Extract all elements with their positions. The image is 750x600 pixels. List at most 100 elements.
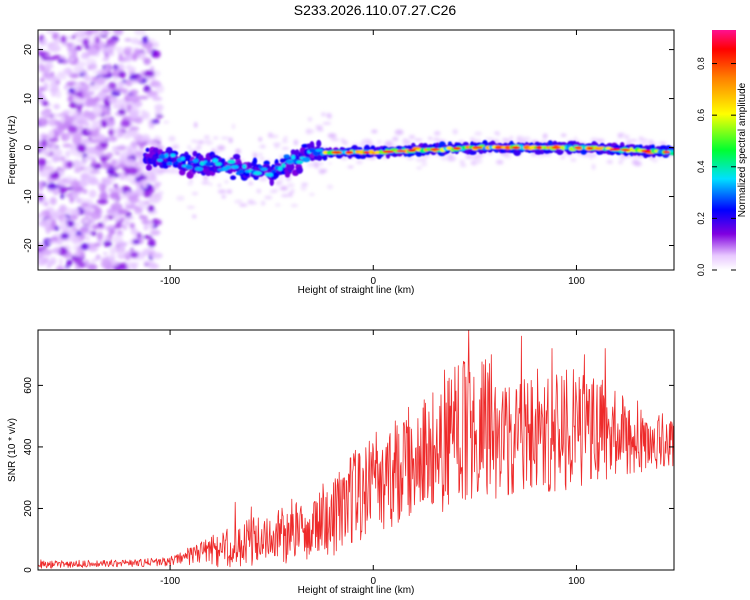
heatmap-cell — [256, 188, 262, 194]
heatmap-cell — [90, 231, 97, 236]
heatmap-cell — [152, 41, 159, 48]
heatmap-cell — [428, 136, 432, 140]
heatmap-cell — [139, 142, 144, 150]
colorbar-label: Normalized spectral amplitude — [737, 82, 748, 217]
heatmap-cell — [117, 164, 127, 168]
heatmap-cell — [123, 46, 133, 51]
heatmap-cell — [100, 218, 108, 224]
heatmap-cell — [38, 141, 41, 147]
heatmap-cell — [407, 149, 416, 152]
heatmap-cell — [203, 135, 210, 140]
heatmap-cell — [258, 145, 267, 149]
heatmap-cell — [66, 230, 77, 234]
heatmap-cell — [296, 160, 304, 164]
heatmap-cell — [139, 137, 149, 141]
heatmap-cell — [69, 236, 80, 241]
x-tick-label: -100 — [160, 576, 180, 587]
heatmap-cell — [101, 177, 108, 182]
heatmap-cell — [56, 124, 67, 132]
heatmap-cell — [308, 129, 315, 134]
heatmap-cell — [116, 230, 123, 235]
heatmap-cell — [88, 178, 100, 186]
heatmap-cell — [137, 200, 147, 209]
heatmap-cell — [76, 30, 83, 38]
heatmap-cell — [623, 134, 630, 139]
heatmap-cell — [363, 139, 370, 143]
heatmap-cell — [474, 154, 483, 158]
heatmap-cell — [143, 57, 151, 65]
heatmap-cell — [143, 70, 155, 78]
snr-y-label: SNR (10 * v/v) — [7, 418, 18, 482]
heatmap-cell — [477, 139, 482, 142]
heatmap-cell — [55, 90, 62, 99]
heatmap-cell — [42, 100, 49, 106]
heatmap-cell — [495, 159, 504, 165]
heatmap-cell — [274, 203, 281, 207]
heatmap-cell — [314, 163, 319, 169]
heatmap-cell — [43, 82, 49, 90]
heatmap-cell — [136, 232, 142, 239]
heatmap-cell — [396, 149, 406, 153]
heatmap-cell — [82, 188, 88, 195]
heatmap-cell — [309, 148, 317, 153]
heatmap-cell — [73, 258, 84, 265]
colorbar-tick-label: 0.8 — [696, 57, 706, 70]
heatmap-cell — [620, 148, 631, 152]
heatmap-cell — [118, 71, 127, 79]
heatmap-cell — [239, 203, 248, 207]
heatmap-cell — [124, 175, 133, 182]
heatmap-cell — [65, 150, 70, 158]
heatmap-cell — [142, 182, 147, 189]
heatmap-cell — [86, 91, 95, 96]
heatmap-cell — [126, 166, 139, 176]
heatmap-cell — [212, 158, 219, 163]
heatmap-cell — [85, 100, 98, 107]
heatmap-cell — [435, 142, 440, 148]
heatmap-cell — [38, 90, 43, 100]
heatmap-cell — [132, 239, 140, 245]
heatmap-cell — [147, 204, 155, 212]
heatmap-cell — [187, 182, 193, 186]
snr-panel: -100 0 100 0 200 400 600 Height of straight l… — [7, 329, 675, 596]
heatmap-cell — [587, 146, 594, 150]
heatmap-cell — [107, 255, 117, 259]
heatmap-cell — [38, 183, 44, 192]
heatmap-cell — [264, 195, 273, 200]
heatmap-cell — [39, 77, 45, 83]
heatmap-cell — [247, 162, 253, 168]
heatmap-cell — [269, 190, 278, 193]
y-tick-label: 20 — [23, 44, 34, 56]
heatmap-cell — [63, 84, 69, 91]
heatmap-cell — [141, 111, 150, 120]
heatmap-cell — [327, 113, 332, 119]
heatmap-cell — [117, 81, 125, 88]
heatmap-cell — [115, 189, 124, 193]
heatmap-cell — [282, 138, 287, 144]
heatmap-cell — [38, 67, 42, 72]
heatmap-cell — [85, 30, 93, 36]
heatmap-cell — [82, 38, 90, 46]
heatmap-cell — [281, 194, 290, 198]
heatmap-cell — [126, 95, 139, 101]
heatmap-cell — [279, 158, 286, 163]
heatmap-cell — [74, 45, 83, 51]
heatmap-cell — [66, 44, 74, 52]
heatmap-cell — [49, 197, 57, 206]
heatmap-cell — [60, 115, 65, 124]
heatmap-cell — [141, 109, 146, 114]
heatmap-cell — [274, 142, 280, 149]
y-tick-label: 200 — [23, 500, 34, 517]
heatmap-cell — [95, 36, 100, 44]
heatmap-cell — [83, 219, 89, 224]
heatmap-cell — [589, 152, 598, 156]
heatmap-cell — [382, 150, 395, 154]
heatmap-cell — [78, 85, 89, 92]
heatmap-cell — [231, 123, 236, 130]
heatmap-noise-layer — [38, 30, 673, 270]
heatmap-cell — [258, 136, 263, 142]
heatmap-cell — [134, 189, 143, 195]
heatmap-cell — [50, 144, 58, 150]
heatmap-cell — [253, 153, 258, 159]
heatmap-cell — [194, 166, 204, 171]
heatmap-cell — [64, 58, 74, 62]
